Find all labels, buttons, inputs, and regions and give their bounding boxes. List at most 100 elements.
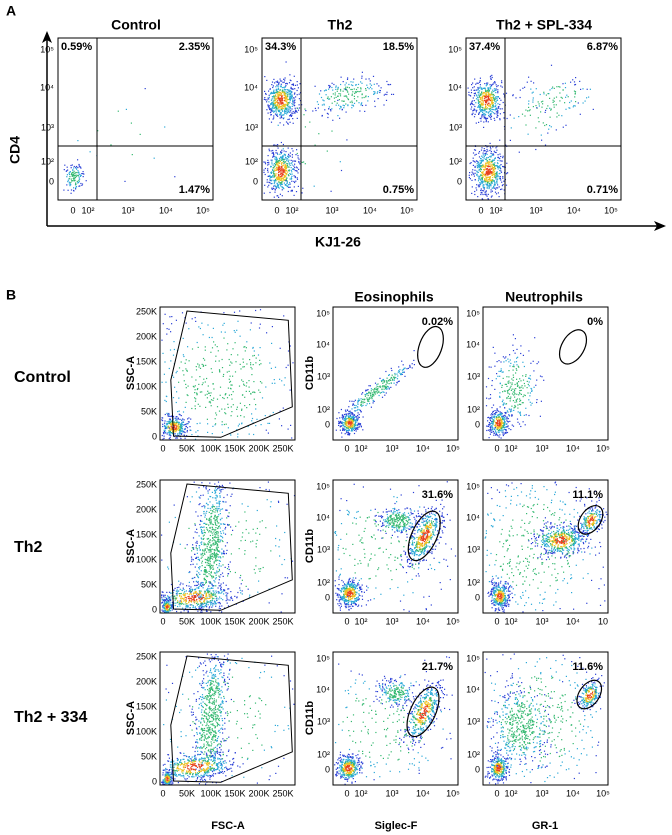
event-dot (180, 425, 182, 427)
event-dot (480, 120, 482, 122)
event-dot (492, 180, 494, 182)
event-dot (251, 368, 253, 370)
event-dot (288, 105, 290, 107)
event-dot (237, 436, 239, 438)
event-dot (207, 562, 209, 564)
event-dot (351, 416, 353, 418)
event-dot (209, 566, 211, 568)
event-dot (298, 107, 301, 109)
event-dot (267, 175, 269, 177)
event-dot (496, 171, 498, 173)
event-dot (271, 169, 274, 171)
event-dot (248, 390, 250, 392)
event-dot (496, 149, 498, 151)
event-dot (265, 386, 267, 388)
event-dot (498, 425, 500, 427)
event-dot (497, 166, 499, 168)
event-dot (207, 575, 209, 577)
event-dot (351, 412, 353, 414)
event-dot (493, 180, 495, 182)
event-dot (286, 110, 288, 112)
event-dot (270, 121, 273, 123)
event-dot (362, 416, 364, 418)
event-dot (277, 105, 279, 107)
event-dot (70, 192, 72, 194)
event-dot (495, 96, 497, 98)
event-dot (387, 386, 389, 388)
event-dot (573, 90, 576, 92)
event-dot (209, 526, 211, 529)
event-dot (213, 341, 215, 343)
event-dot (242, 358, 244, 360)
event-dot (351, 421, 353, 423)
event-dot (171, 374, 174, 377)
event-dot (380, 391, 383, 394)
event-dot (213, 553, 215, 555)
event-dot (79, 173, 81, 175)
event-dot (71, 175, 74, 177)
event-dot (491, 418, 493, 420)
event-dot (283, 86, 285, 88)
event-dot (216, 531, 218, 533)
event-dot (490, 182, 492, 184)
event-dot (195, 379, 197, 381)
event-dot (550, 126, 552, 128)
event-dot (476, 171, 478, 173)
event-dot (196, 563, 198, 565)
event-dot (229, 375, 231, 377)
event-dot (547, 132, 549, 134)
event-dot (186, 429, 188, 432)
event-dot (346, 421, 348, 423)
event-dot (488, 111, 490, 113)
event-dot (528, 110, 530, 112)
event-dot (294, 163, 296, 165)
event-dot (488, 88, 490, 90)
event-dot (173, 430, 175, 432)
event-dot (218, 550, 220, 552)
event-dot (487, 99, 489, 101)
event-dot (364, 110, 366, 112)
event-dot (273, 176, 275, 178)
event-dot (271, 81, 274, 83)
event-dot (291, 98, 293, 100)
event-dot (500, 99, 502, 101)
event-dot (502, 155, 504, 157)
event-dot (281, 80, 283, 82)
event-dot (350, 425, 352, 427)
event-dot (297, 185, 299, 187)
event-dot (210, 522, 212, 524)
event-dot (480, 97, 482, 99)
event-dot (486, 397, 488, 399)
event-dot (201, 581, 203, 584)
event-dot (217, 350, 219, 352)
event-dot (298, 158, 300, 160)
event-dot (344, 423, 346, 425)
event-dot (338, 412, 340, 414)
event-dot (278, 110, 280, 112)
event-dot (218, 410, 221, 412)
event-dot (175, 319, 177, 321)
event-dot (163, 437, 165, 439)
event-dot (538, 105, 540, 107)
y-tick-label: 0 (152, 431, 157, 441)
event-dot (314, 107, 316, 109)
event-dot (485, 178, 487, 180)
event-dot (543, 91, 545, 93)
x-tick-label: 250K (272, 443, 293, 453)
x-tick-label: 50K (179, 443, 195, 453)
event-dot (488, 366, 490, 368)
event-dot (219, 540, 221, 542)
event-dot (270, 172, 272, 174)
event-dot (517, 356, 519, 358)
event-dot (491, 417, 493, 419)
event-dot (281, 174, 284, 176)
event-dot (487, 95, 489, 98)
event-dot (291, 88, 293, 90)
event-dot (489, 163, 491, 165)
event-dot (242, 361, 244, 363)
event-dot (285, 83, 287, 85)
event-dot (205, 406, 207, 408)
event-dot (198, 383, 200, 385)
event-dot (473, 108, 475, 110)
event-dot (210, 553, 212, 555)
